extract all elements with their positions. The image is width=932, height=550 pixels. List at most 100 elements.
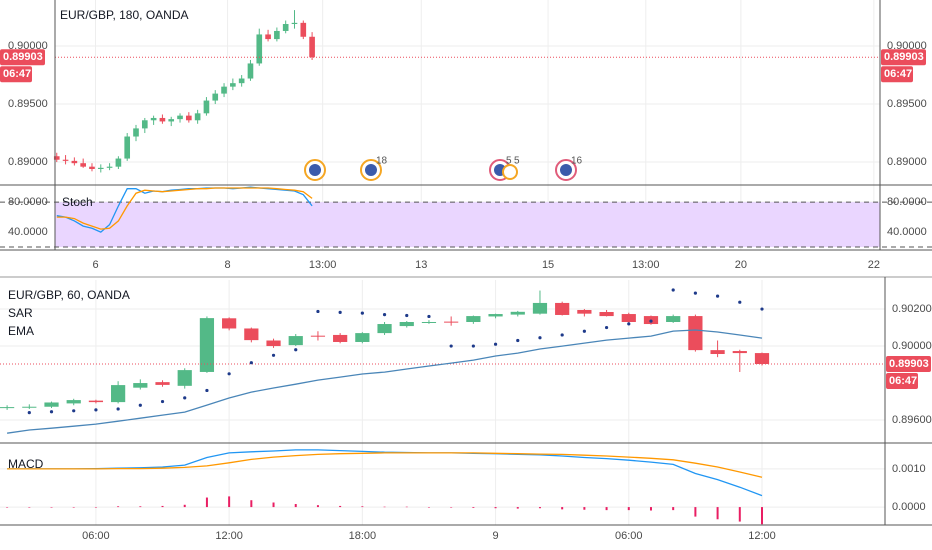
sar-dot <box>138 403 142 407</box>
countdown-tag <box>0 66 32 83</box>
event-count: 18 <box>376 156 388 167</box>
sar-dot <box>738 300 742 304</box>
y-tick-label: 40.0000 <box>887 226 927 238</box>
price-tag-label: 0.89903 <box>3 51 43 63</box>
x-tick-label: 06:00 <box>615 530 643 542</box>
candle-body <box>66 400 81 404</box>
candle-body <box>444 321 459 323</box>
stoch-band <box>55 202 880 248</box>
histogram-bar <box>72 507 75 508</box>
histogram-bar <box>339 505 342 508</box>
candle-body <box>666 316 681 322</box>
countdown-tag <box>886 372 918 389</box>
candle-body <box>238 78 245 84</box>
sar-dot <box>160 399 165 404</box>
y-tick-label: 0.90000 <box>887 40 927 52</box>
candle-body <box>89 166 95 169</box>
candle-body <box>309 36 315 58</box>
sar-dot <box>72 409 76 413</box>
y-tick-label: 0.90000 <box>892 340 932 352</box>
candle-body <box>274 30 280 40</box>
candle-body <box>621 314 636 322</box>
flag <box>365 164 377 176</box>
histogram-bar <box>405 506 408 508</box>
candle-body <box>221 86 227 94</box>
series-line <box>56 186 313 233</box>
candle-body <box>159 117 166 122</box>
histogram-bar <box>627 507 630 511</box>
candle-body <box>399 321 414 327</box>
candle-body <box>256 34 263 64</box>
histogram-bar <box>694 507 697 517</box>
histogram-bar <box>28 507 31 508</box>
y-tick-label: 0.90200 <box>892 303 932 315</box>
x-tick-label: 6 <box>92 259 98 271</box>
histogram-bar <box>294 504 297 508</box>
candle-body <box>155 382 170 385</box>
countdown-label: 06:47 <box>3 68 31 80</box>
histogram-bar <box>672 507 675 511</box>
sar-dot <box>338 310 342 314</box>
histogram-bar <box>383 506 386 508</box>
candle-body <box>266 340 281 347</box>
series-line <box>56 187 313 230</box>
histogram-bar <box>649 507 652 511</box>
candle-body <box>244 328 259 341</box>
candle-body <box>71 160 78 164</box>
sar-dot <box>405 313 409 318</box>
sar-dot <box>715 294 720 298</box>
candle-body <box>111 385 126 403</box>
histogram-bar <box>561 507 564 510</box>
candle-body <box>488 314 503 317</box>
histogram-bar <box>183 504 186 508</box>
candle-body <box>133 383 148 388</box>
candle-body <box>421 321 437 323</box>
histogram-bar <box>6 507 9 508</box>
candle-body <box>22 406 37 408</box>
candle-body <box>688 316 703 351</box>
candle-body <box>355 333 370 342</box>
candle-body <box>247 63 254 79</box>
sar-dot <box>427 314 431 319</box>
countdown-tag <box>881 66 913 83</box>
price-tag <box>0 49 45 66</box>
price-tag <box>881 49 926 66</box>
x-tick-label: 13 <box>415 259 427 271</box>
candle-body <box>291 22 298 25</box>
candle-body <box>288 336 303 346</box>
candle-body <box>212 93 219 101</box>
candle-body <box>141 120 148 129</box>
series-line <box>7 449 763 497</box>
histogram-bar <box>738 507 741 522</box>
sar-dot <box>582 329 586 333</box>
histogram-bar <box>516 507 519 509</box>
y-tick-label: 0.89000 <box>887 156 927 168</box>
candle-body <box>168 119 175 122</box>
candle-body <box>377 324 392 334</box>
histogram-bar <box>760 507 763 525</box>
candle-body <box>133 128 139 137</box>
candle-body <box>177 370 192 386</box>
candle-body <box>199 318 215 372</box>
sar-dot <box>627 322 631 326</box>
candle-body <box>150 117 157 121</box>
histogram-bar <box>139 506 142 508</box>
sar-dot <box>294 348 298 352</box>
event-icon[interactable] <box>502 164 518 180</box>
sar-dot <box>205 388 209 393</box>
panel-title: Stoch <box>62 195 93 209</box>
x-tick-label: 06:00 <box>82 530 110 542</box>
candle-body <box>466 316 481 322</box>
y-tick-label: 0.0000 <box>892 501 926 513</box>
histogram-bar <box>472 507 475 508</box>
sar-dot <box>671 288 675 292</box>
histogram-bar <box>228 496 231 508</box>
y-tick-label: 40.0000 <box>8 226 48 238</box>
price-tag <box>886 355 931 372</box>
y-tick-label: 0.89500 <box>8 98 48 110</box>
candle-body <box>555 302 570 315</box>
candle-body <box>333 334 348 342</box>
x-tick-label: 13:00 <box>309 259 337 271</box>
